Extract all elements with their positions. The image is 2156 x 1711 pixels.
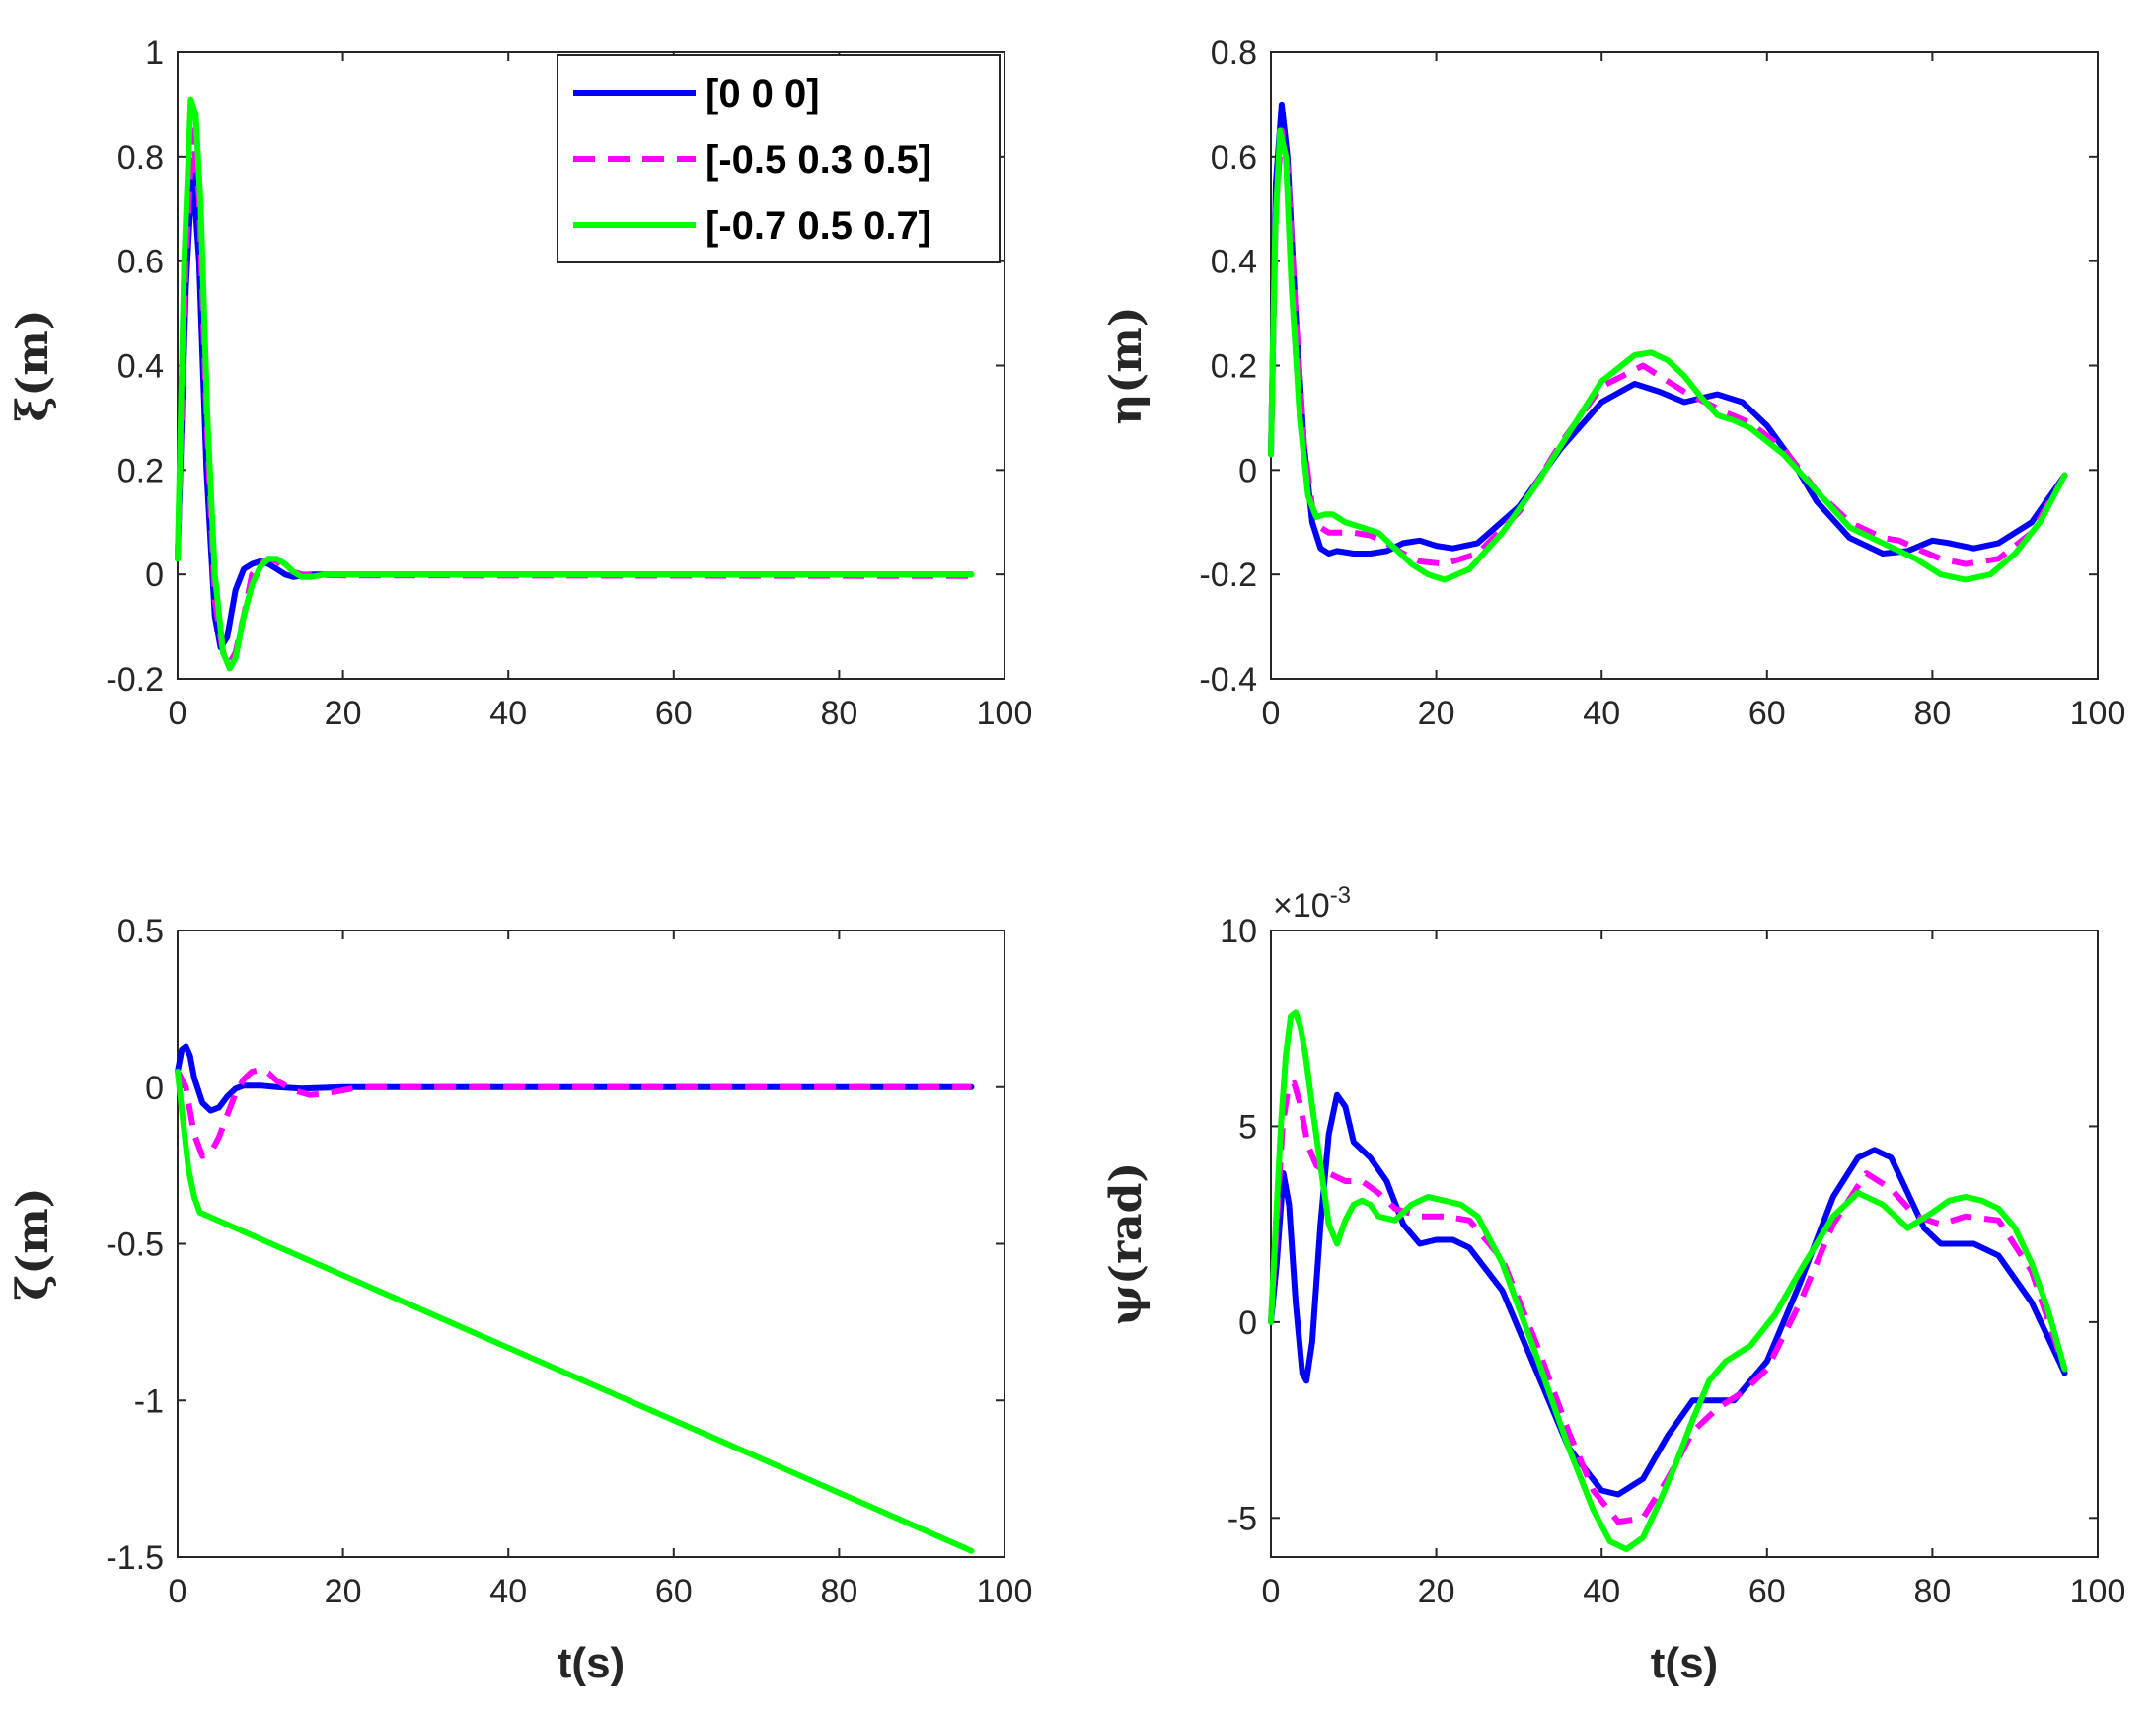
x-tick-label: 60 [1748, 1573, 1786, 1610]
y-tick-label: 0 [145, 557, 164, 594]
panel-top-right: 0 20 40 60 80 100 -0.4 -0.2 0 0.2 0.4 0.6 0.8 η(m) [1101, 35, 2125, 732]
exponent-label: ×10-3 [1273, 882, 1351, 925]
x-tick-label: 40 [489, 1573, 527, 1610]
x-tick-label: 40 [1583, 1573, 1620, 1610]
y-axis-label: ψ(rad) [1101, 1162, 1152, 1326]
y-axis-label: η(m) [1101, 306, 1152, 424]
panel-top-left: 0 20 40 60 80 100-0.200.20.40.60.81ξ(m)[0 0 0… [8, 35, 1032, 732]
x-tick-label: 20 [1418, 695, 1455, 732]
x-tick-label: 80 [1913, 1573, 1951, 1610]
y-tick-label: -0.5 [106, 1227, 164, 1264]
series-line-2 [1268, 1009, 2068, 1553]
y-tick-label: 0 [1238, 452, 1257, 489]
x-axis-label: t(s) [558, 1639, 625, 1687]
y-tick-label: 5 [1238, 1108, 1257, 1146]
y-tick-label: 0.2 [1211, 348, 1257, 386]
x-tick-label: 20 [325, 1573, 362, 1610]
series-line-0 [175, 1043, 975, 1114]
legend: [0 0 0] [-0.5 0.3 0.5] [-0.7 0.5 0.7] [557, 54, 1001, 263]
y-tick-label: 0.5 [117, 913, 164, 950]
x-tick-label: 100 [977, 1573, 1033, 1610]
series-line-1 [175, 1067, 972, 1159]
x-tick-label: 80 [820, 695, 857, 732]
y-tick-label: 0.4 [1211, 244, 1257, 281]
y-tick-label: -0.2 [106, 661, 164, 699]
y-tick-label: 0.2 [117, 452, 164, 489]
x-tick-label: 20 [325, 695, 362, 732]
panel-bottom-left: 0 20 40 60 80 100 -1.5 -1 -0.5 0 0.5 ζ(m) t(s) [8, 913, 1032, 1687]
y-tick-label: 0.8 [1211, 35, 1257, 72]
plot-area [1270, 51, 2099, 680]
x-tick-label: 100 [977, 695, 1033, 732]
exponent-base: ×10 [1273, 887, 1330, 925]
y-tick-label: -5 [1227, 1500, 1257, 1537]
x-tick-label: 60 [655, 1573, 693, 1610]
series-line-2 [175, 96, 975, 672]
x-tick-label: 0 [169, 1573, 187, 1610]
x-tick-label: 20 [1418, 1573, 1455, 1610]
y-axis-label: ζ(m) [8, 1187, 58, 1300]
x-tick-label: 40 [1583, 695, 1620, 732]
y-tick-label: -0.2 [1199, 557, 1257, 594]
x-tick-label: 0 [1262, 1573, 1281, 1610]
x-tick-label: 60 [655, 695, 693, 732]
x-tick-label: 100 [2070, 1573, 2126, 1610]
y-tick-label: 0.4 [117, 348, 164, 386]
x-tick-label: 60 [1748, 695, 1786, 732]
x-tick-label: 0 [1262, 695, 1281, 732]
y-tick-label: 1 [145, 35, 164, 72]
y-axis-label: ξ(m) [8, 309, 58, 421]
y-tick-label: 0.8 [117, 139, 164, 177]
series-line-2 [175, 1068, 975, 1554]
x-axis-label: t(s) [1651, 1639, 1718, 1687]
y-tick-label: -1 [134, 1382, 164, 1420]
y-tick-label: 10 [1220, 913, 1257, 950]
legend-entry-0: [0 0 0] [706, 72, 820, 115]
legend-entry-2: [-0.7 0.5 0.7] [706, 204, 931, 248]
series-line-2 [1268, 127, 2068, 583]
y-tick-label: -0.4 [1199, 661, 1257, 699]
y-tick-label: 0.6 [117, 244, 164, 281]
plot-area [177, 930, 1005, 1558]
y-tick-label: 0.6 [1211, 139, 1257, 177]
y-tick-label: 0 [1238, 1304, 1257, 1342]
x-tick-label: 40 [489, 695, 527, 732]
y-tick-label: 0 [145, 1070, 164, 1107]
exponent-power: -3 [1330, 882, 1351, 909]
x-tick-label: 80 [1913, 695, 1951, 732]
y-tick-label: -1.5 [106, 1539, 164, 1577]
series-line-1 [1268, 1079, 2068, 1525]
x-tick-label: 0 [169, 695, 187, 732]
x-tick-label: 100 [2070, 695, 2126, 732]
legend-entry-1: [-0.5 0.3 0.5] [706, 138, 931, 182]
x-tick-label: 80 [820, 1573, 857, 1610]
